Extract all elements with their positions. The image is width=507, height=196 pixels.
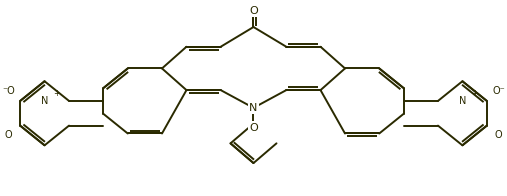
Text: +: + [53,89,60,98]
Text: N: N [459,96,466,106]
Text: N: N [41,96,48,106]
Text: O: O [249,122,258,132]
Text: O⁻: O⁻ [492,86,505,96]
Text: ⁻O: ⁻O [2,86,15,96]
Text: +: + [470,89,478,98]
Text: N: N [249,103,258,113]
Text: O: O [249,6,258,16]
Text: O: O [495,131,502,141]
Text: O: O [5,131,12,141]
